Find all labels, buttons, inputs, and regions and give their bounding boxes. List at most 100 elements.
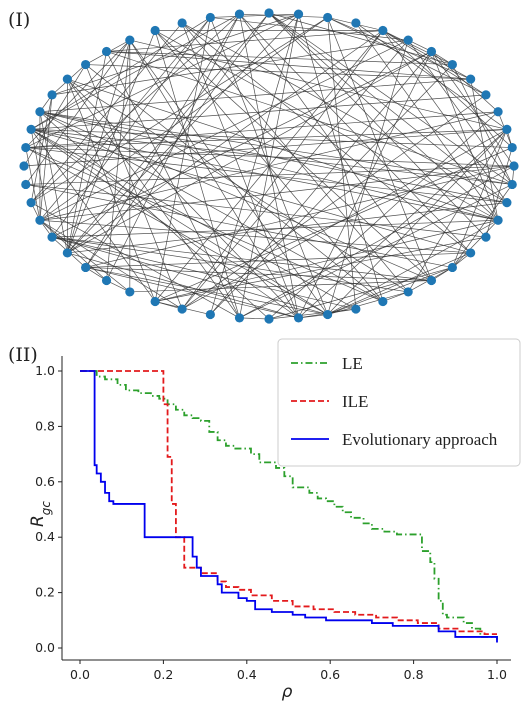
- network-edge: [85, 267, 328, 315]
- network-edge: [239, 317, 270, 320]
- series-line-2: [80, 370, 498, 643]
- network-edge: [181, 22, 471, 254]
- network-edge: [407, 39, 513, 185]
- network-edge: [129, 39, 328, 315]
- network-edge: [25, 147, 507, 203]
- network-edge: [30, 13, 240, 130]
- network-edge: [67, 78, 299, 319]
- network-edge: [181, 22, 508, 203]
- network-panel: [19, 8, 519, 324]
- network-node: [293, 313, 304, 323]
- network-edge: [210, 14, 299, 315]
- network-edge: [39, 17, 211, 221]
- network-edge: [382, 30, 513, 148]
- network-edge: [85, 64, 471, 80]
- legend-box: [277, 338, 521, 467]
- network-edge: [452, 64, 513, 185]
- network-edge: [39, 219, 131, 293]
- network-edge: [155, 301, 183, 310]
- network-edge: [85, 64, 183, 310]
- network-node: [21, 142, 31, 153]
- y-tick-label: 0.6: [35, 474, 55, 489]
- network-edge: [327, 129, 508, 315]
- network-edge: [23, 64, 86, 167]
- network-edge: [239, 14, 299, 318]
- network-edge: [51, 17, 211, 238]
- network-edge: [155, 219, 499, 302]
- network-edge: [67, 39, 131, 254]
- network-edge: [355, 22, 499, 221]
- network-node: [125, 287, 135, 297]
- network-edge: [30, 22, 183, 203]
- network-node: [125, 35, 135, 45]
- network-node: [378, 296, 388, 307]
- network-edge: [298, 51, 432, 319]
- network-edge: [452, 129, 508, 268]
- network-edges: [23, 12, 515, 320]
- legend-label: LE: [342, 354, 363, 373]
- network-edge: [355, 22, 508, 130]
- network-edge: [154, 30, 240, 318]
- network-edge: [85, 267, 432, 281]
- network-node: [426, 46, 437, 57]
- network-edge: [327, 252, 471, 315]
- network-edge: [327, 219, 499, 315]
- network-edge: [67, 252, 299, 319]
- network-node: [293, 9, 304, 19]
- network-edge: [327, 17, 487, 96]
- network-edge: [39, 219, 107, 281]
- y-tick-label: 0.8: [35, 418, 55, 433]
- network-node: [403, 35, 413, 45]
- y-tick-label: 0.2: [35, 585, 55, 600]
- network-edge: [51, 51, 432, 238]
- y-axis-label: Rgc: [28, 501, 53, 527]
- x-tick-label: 0.2: [153, 667, 173, 682]
- network-edge: [30, 129, 299, 319]
- network-edge: [67, 78, 409, 293]
- network-edge: [30, 129, 357, 310]
- legend-label: Evolutionary approach: [342, 430, 498, 449]
- network-edge: [452, 220, 499, 268]
- network-edge: [67, 78, 156, 302]
- network-node: [26, 124, 36, 134]
- network-node: [493, 107, 503, 117]
- series-layer: [80, 370, 498, 643]
- network-node: [507, 142, 517, 153]
- network-edge: [85, 165, 515, 268]
- network-edge: [129, 39, 299, 319]
- network-edge: [67, 202, 507, 254]
- network-edge: [106, 40, 131, 281]
- network-node: [234, 313, 245, 323]
- network-edge: [327, 291, 409, 315]
- network-edge: [181, 129, 508, 310]
- network-edge: [106, 30, 383, 52]
- network-edge: [39, 111, 432, 281]
- network-edge: [51, 236, 356, 310]
- network-edge: [25, 147, 383, 302]
- network-edge: [67, 78, 240, 319]
- network-edge: [25, 39, 131, 148]
- network-edge: [67, 30, 384, 254]
- network-edge: [85, 267, 299, 319]
- network-edge: [106, 13, 240, 281]
- panel-label-bottom: (II): [8, 344, 38, 366]
- network-node: [26, 198, 36, 208]
- network-node: [378, 25, 388, 36]
- network-edge: [155, 236, 487, 302]
- network-node: [264, 8, 274, 18]
- network-node: [205, 12, 215, 23]
- network-edge: [51, 236, 328, 315]
- network-edge: [106, 51, 240, 319]
- network-edge: [154, 30, 432, 281]
- network-edge: [327, 17, 432, 281]
- x-tick-label: 0.6: [320, 667, 340, 682]
- network-node: [81, 262, 91, 273]
- network-edge: [39, 165, 515, 221]
- network-node: [493, 215, 503, 225]
- line-panel: 0.0 0.2 0.4 0.6 0.8 1.0 0.0 0.2 0.4 0.6 0.8 1.0 ρ R…: [28, 338, 521, 702]
- panel-label-top: (I): [8, 9, 30, 31]
- network-edge: [431, 51, 499, 221]
- network-edge: [85, 13, 240, 268]
- network-node: [47, 90, 57, 100]
- network-nodes: [19, 8, 519, 324]
